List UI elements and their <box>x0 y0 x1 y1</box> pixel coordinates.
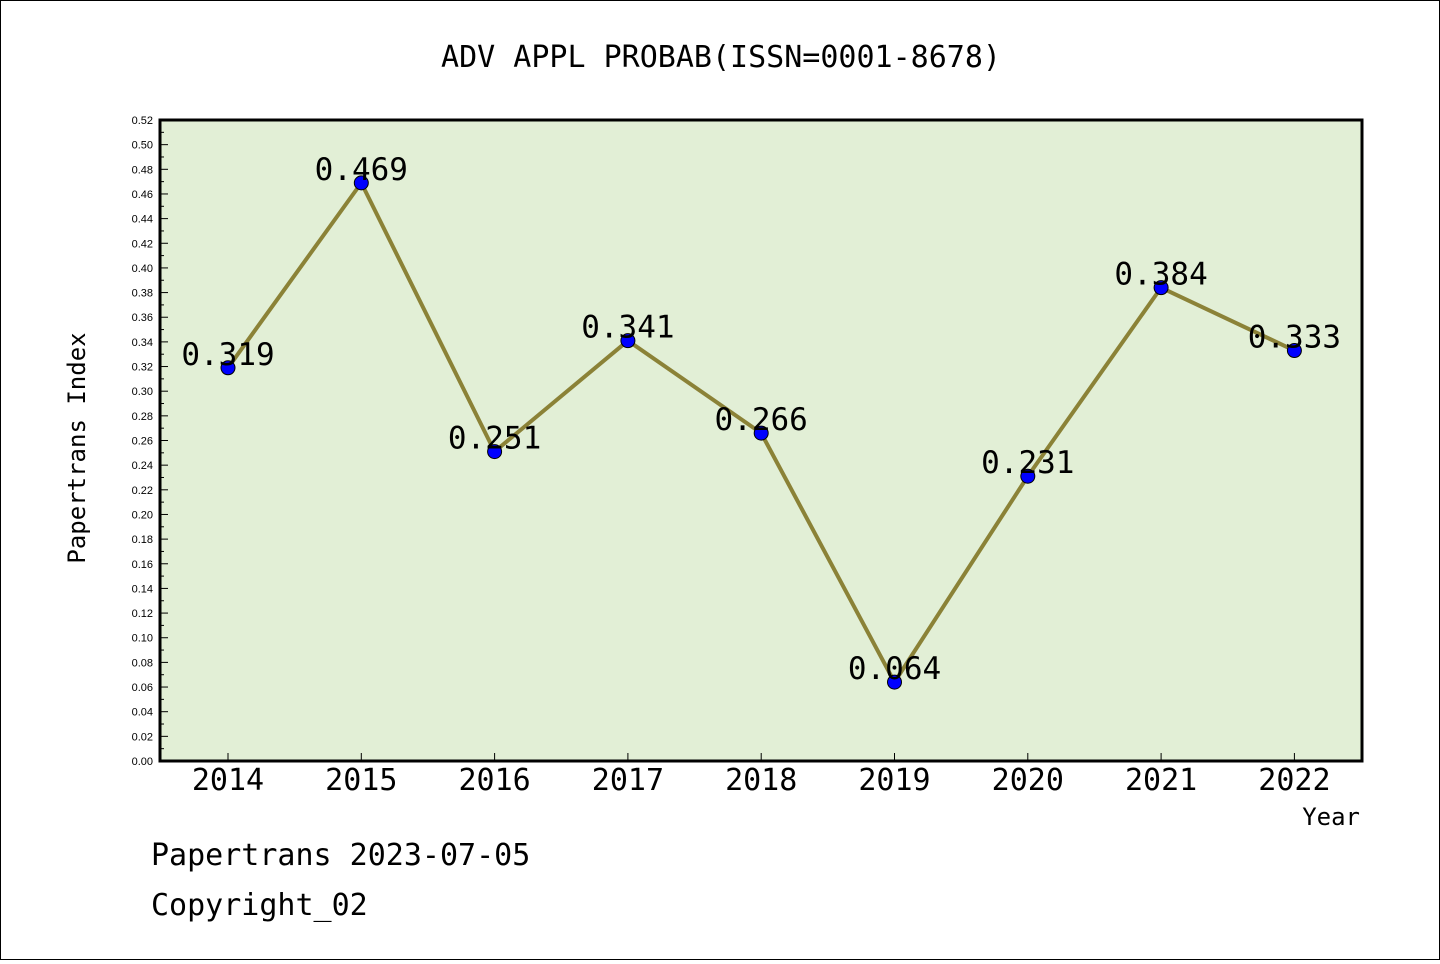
y-axis-label: Papertrans Index <box>63 332 91 563</box>
y-tick-label: 0.26 <box>132 436 153 448</box>
data-label: 0.231 <box>981 445 1074 481</box>
x-tick-label: 2014 <box>192 763 264 798</box>
data-point <box>1286 343 1302 359</box>
data-label: 0.266 <box>715 402 808 438</box>
y-tick-label: 0.14 <box>132 583 153 595</box>
y-axis: 0.00 0.02 0.04 0.06 0.08 0.10 0.12 0.14 0.16 0.18… <box>132 115 168 768</box>
data-label: 0.384 <box>1114 257 1207 293</box>
data-point <box>220 360 236 376</box>
y-tick-label: 0.50 <box>132 140 153 152</box>
data-label: 0.319 <box>181 337 274 373</box>
y-tick-label: 0.16 <box>132 559 153 571</box>
y-tick-label: 0.34 <box>132 337 153 349</box>
y-tick-label: 0.18 <box>132 534 153 546</box>
data-labels: 0.319 0.469 0.251 0.341 0.266 0.064 0.231 0.384… <box>181 152 1341 687</box>
chart-title: ADV APPL PROBAB(ISSN=0001-8678) <box>441 40 1001 75</box>
y-tick-label: 0.28 <box>132 411 153 423</box>
footer-copyright: Copyright_02 <box>151 888 368 923</box>
y-tick-label: 0.04 <box>132 707 153 719</box>
data-point <box>353 175 369 191</box>
data-point <box>887 674 902 690</box>
x-tick-label: 2015 <box>325 763 397 798</box>
x-tick-label: 2018 <box>725 763 797 798</box>
y-tick-label: 0.12 <box>132 608 153 620</box>
y-tick-label: 0.06 <box>132 682 153 694</box>
x-tick-label: 2022 <box>1258 763 1330 798</box>
y-tick-label: 0.40 <box>132 263 153 275</box>
data-point <box>620 333 636 349</box>
x-tick-label: 2020 <box>992 763 1064 798</box>
y-tick-label: 0.42 <box>132 238 153 250</box>
y-tick-label: 0.10 <box>132 633 153 645</box>
y-tick-label: 0.44 <box>132 214 153 226</box>
data-point <box>1020 468 1036 484</box>
data-label: 0.064 <box>848 651 941 687</box>
y-tick-label: 0.36 <box>132 312 153 324</box>
data-label: 0.341 <box>581 310 674 346</box>
x-tick-label: 2016 <box>458 763 530 798</box>
footer-date: Papertrans 2023-07-05 <box>151 838 530 873</box>
y-tick-label: 0.24 <box>132 460 153 472</box>
y-tick-label: 0.20 <box>132 509 153 521</box>
x-axis-label: Year <box>1302 803 1360 831</box>
y-tick-label: 0.52 <box>132 115 153 127</box>
x-tick-label: 2021 <box>1125 763 1197 798</box>
data-point <box>1153 280 1169 296</box>
y-tick-label: 0.02 <box>132 731 153 743</box>
x-tick-label: 2019 <box>858 763 930 798</box>
y-tick-label: 0.46 <box>132 189 153 201</box>
data-label: 0.333 <box>1248 320 1341 356</box>
y-tick-label: 0.08 <box>132 657 153 669</box>
data-label: 0.469 <box>315 152 408 188</box>
y-tick-label: 0.00 <box>132 756 153 768</box>
y-tick-label: 0.38 <box>132 288 153 300</box>
y-tick-label: 0.32 <box>132 362 153 374</box>
series <box>220 175 1302 690</box>
data-point <box>487 444 503 460</box>
data-label: 0.251 <box>448 421 541 457</box>
y-tick-label: 0.48 <box>132 164 153 176</box>
plot-border <box>158 118 1364 763</box>
y-tick-label: 0.30 <box>132 386 153 398</box>
data-point <box>753 425 769 441</box>
y-tick-label: 0.22 <box>132 485 153 497</box>
x-axis: 2014 2015 2016 2017 2018 2019 2020 2021 2022 <box>192 753 1331 798</box>
x-tick-label: 2017 <box>592 763 664 798</box>
